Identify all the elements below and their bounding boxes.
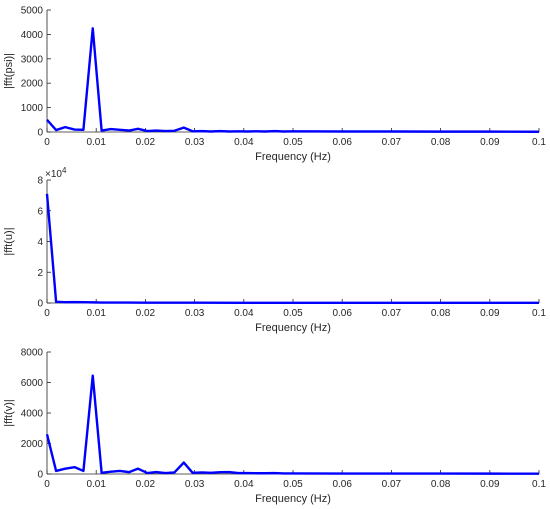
plot-area xyxy=(47,352,539,474)
y-tick-label: 4000 xyxy=(21,30,44,41)
chart-1: 0 0.01 0.02 0.03 0.04 0.05 0.06 0.07 0.08 0.09 0.1… xyxy=(3,6,546,164)
x-tick-label: 0.09 xyxy=(480,308,500,319)
x-tick-label: 0.07 xyxy=(382,137,402,148)
x-tick-label: 0.07 xyxy=(382,308,402,319)
chart-2: 0 0.01 0.02 0.03 0.04 0.05 0.06 0.07 0.08 0.09 0.1… xyxy=(3,166,546,334)
x-tick-label: 0.03 xyxy=(185,137,205,148)
x-tick-label: 0.08 xyxy=(431,137,451,148)
x-tick-label: 0.1 xyxy=(532,479,546,490)
x-tick-label: 0.08 xyxy=(431,308,451,319)
x-tick-label: 0 xyxy=(44,479,50,490)
x-axis-label: Frequency (Hz) xyxy=(255,322,331,334)
x-tick-label: 0.01 xyxy=(86,308,106,319)
chart-3: 0 0.01 0.02 0.03 0.04 0.05 0.06 0.07 0.08 0.09 0.1… xyxy=(3,348,546,506)
y-tick-label: 2000 xyxy=(21,79,44,90)
plot-area xyxy=(47,10,539,132)
x-tick-label: 0.02 xyxy=(136,479,156,490)
x-axis-label: Frequency (Hz) xyxy=(255,493,331,505)
y-tick-label: 8 xyxy=(37,176,43,187)
y-tick-label: 1000 xyxy=(21,103,44,114)
y-tick-label: 2 xyxy=(37,268,43,279)
x-tick-label: 0.1 xyxy=(532,137,546,148)
x-tick-label: 0.01 xyxy=(86,479,106,490)
x-tick-label: 0 xyxy=(44,137,50,148)
y-tick-label: 4000 xyxy=(21,409,44,420)
x-tick-label: 0.09 xyxy=(480,479,500,490)
x-tick-label: 0.1 xyxy=(532,308,546,319)
y-exponent-power: 4 xyxy=(62,166,67,175)
x-tick-label: 0.04 xyxy=(234,137,254,148)
y-tick-label: 6000 xyxy=(21,378,44,389)
y-exponent-label: ×104 xyxy=(45,166,67,180)
y-axis-label: |fft(u)| xyxy=(3,227,15,255)
plot-area xyxy=(47,180,539,303)
x-tick-label: 0.09 xyxy=(480,137,500,148)
y-tick-label: 8000 xyxy=(21,348,44,359)
x-tick-label: 0.06 xyxy=(332,479,352,490)
x-tick-label: 0.02 xyxy=(136,137,156,148)
x-tick-label: 0 xyxy=(44,308,50,319)
y-axis-label: |fft(psi)| xyxy=(3,53,15,89)
x-tick-label: 0.05 xyxy=(283,479,303,490)
x-tick-label: 0.08 xyxy=(431,479,451,490)
y-tick-label: 0 xyxy=(37,128,43,139)
y-tick-label: 5000 xyxy=(21,6,44,17)
x-tick-label: 0.06 xyxy=(332,137,352,148)
y-tick-label: 0 xyxy=(37,299,43,310)
y-tick-label: 2000 xyxy=(21,439,44,450)
x-tick-label: 0.02 xyxy=(136,308,156,319)
y-tick-label: 6 xyxy=(37,206,43,217)
x-tick-label: 0.07 xyxy=(382,479,402,490)
series-line xyxy=(45,374,540,475)
x-tick-label: 0.03 xyxy=(185,308,205,319)
x-tick-label: 0.05 xyxy=(283,308,303,319)
x-tick-label: 0.03 xyxy=(185,479,205,490)
x-tick-label: 0.04 xyxy=(234,479,254,490)
x-tick-label: 0.06 xyxy=(332,308,352,319)
series-line xyxy=(45,193,539,305)
y-tick-label: 3000 xyxy=(21,54,44,65)
y-tick-label: 4 xyxy=(37,237,43,248)
y-axis-label: |fft(v)| xyxy=(3,399,15,427)
x-axis-label: Frequency (Hz) xyxy=(255,151,331,163)
x-tick-label: 0.05 xyxy=(283,137,303,148)
series-line xyxy=(46,27,540,133)
x-tick-label: 0.04 xyxy=(234,308,254,319)
y-tick-label: 0 xyxy=(37,470,43,481)
x-tick-label: 0.01 xyxy=(86,137,106,148)
